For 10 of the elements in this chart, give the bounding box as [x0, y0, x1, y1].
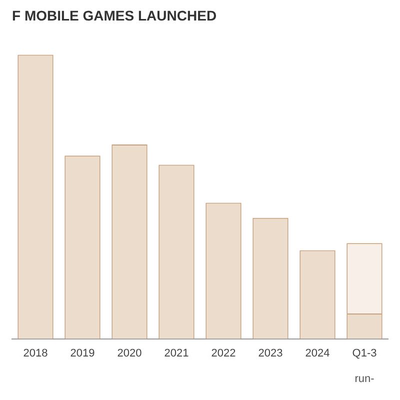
x-tick-label: 2021 [164, 347, 189, 360]
x-tick-label: 2020 [117, 347, 142, 360]
x-tick-label: Q1-3 [352, 347, 377, 360]
x-tick-label: 2018 [23, 347, 48, 360]
text: run- [354, 373, 375, 385]
x-tick-label: 2019 [70, 347, 95, 360]
x-tick-label: 2024 [305, 347, 330, 360]
x-tick-label: 2023 [258, 347, 283, 360]
x-tick-label: 2022 [211, 347, 236, 360]
chart-title: F MOBILE GAMES LAUNCHED [12, 7, 217, 24]
